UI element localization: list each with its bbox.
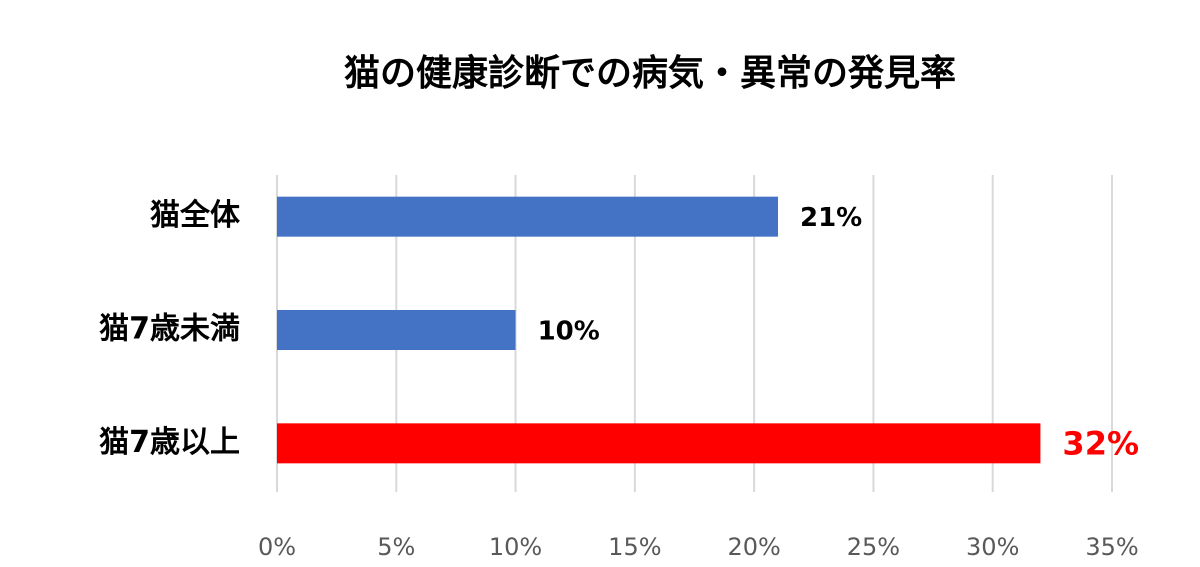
x-tick-label: 25%: [847, 533, 900, 561]
x-tick-label: 15%: [608, 533, 661, 561]
x-tick-label: 30%: [966, 533, 1019, 561]
bar: [277, 423, 1041, 464]
bar: [277, 310, 516, 350]
value-label: 10%: [538, 317, 600, 347]
y-tick-label: 猫7歳以上: [99, 425, 240, 460]
y-tick-label: 猫全体: [150, 198, 241, 233]
bar: [277, 196, 778, 237]
value-label: 32%: [1062, 424, 1139, 462]
x-tick-label: 35%: [1085, 533, 1138, 561]
x-tick-label: 10%: [489, 533, 542, 561]
value-label: 21%: [800, 203, 862, 233]
x-tick-label: 5%: [377, 533, 415, 561]
chart-title: 猫の健康診断での病気・異常の発見率: [344, 52, 956, 94]
x-tick-label: 0%: [258, 533, 296, 561]
x-tick-label: 20%: [727, 533, 780, 561]
y-tick-label: 猫7歳未満: [99, 312, 240, 347]
